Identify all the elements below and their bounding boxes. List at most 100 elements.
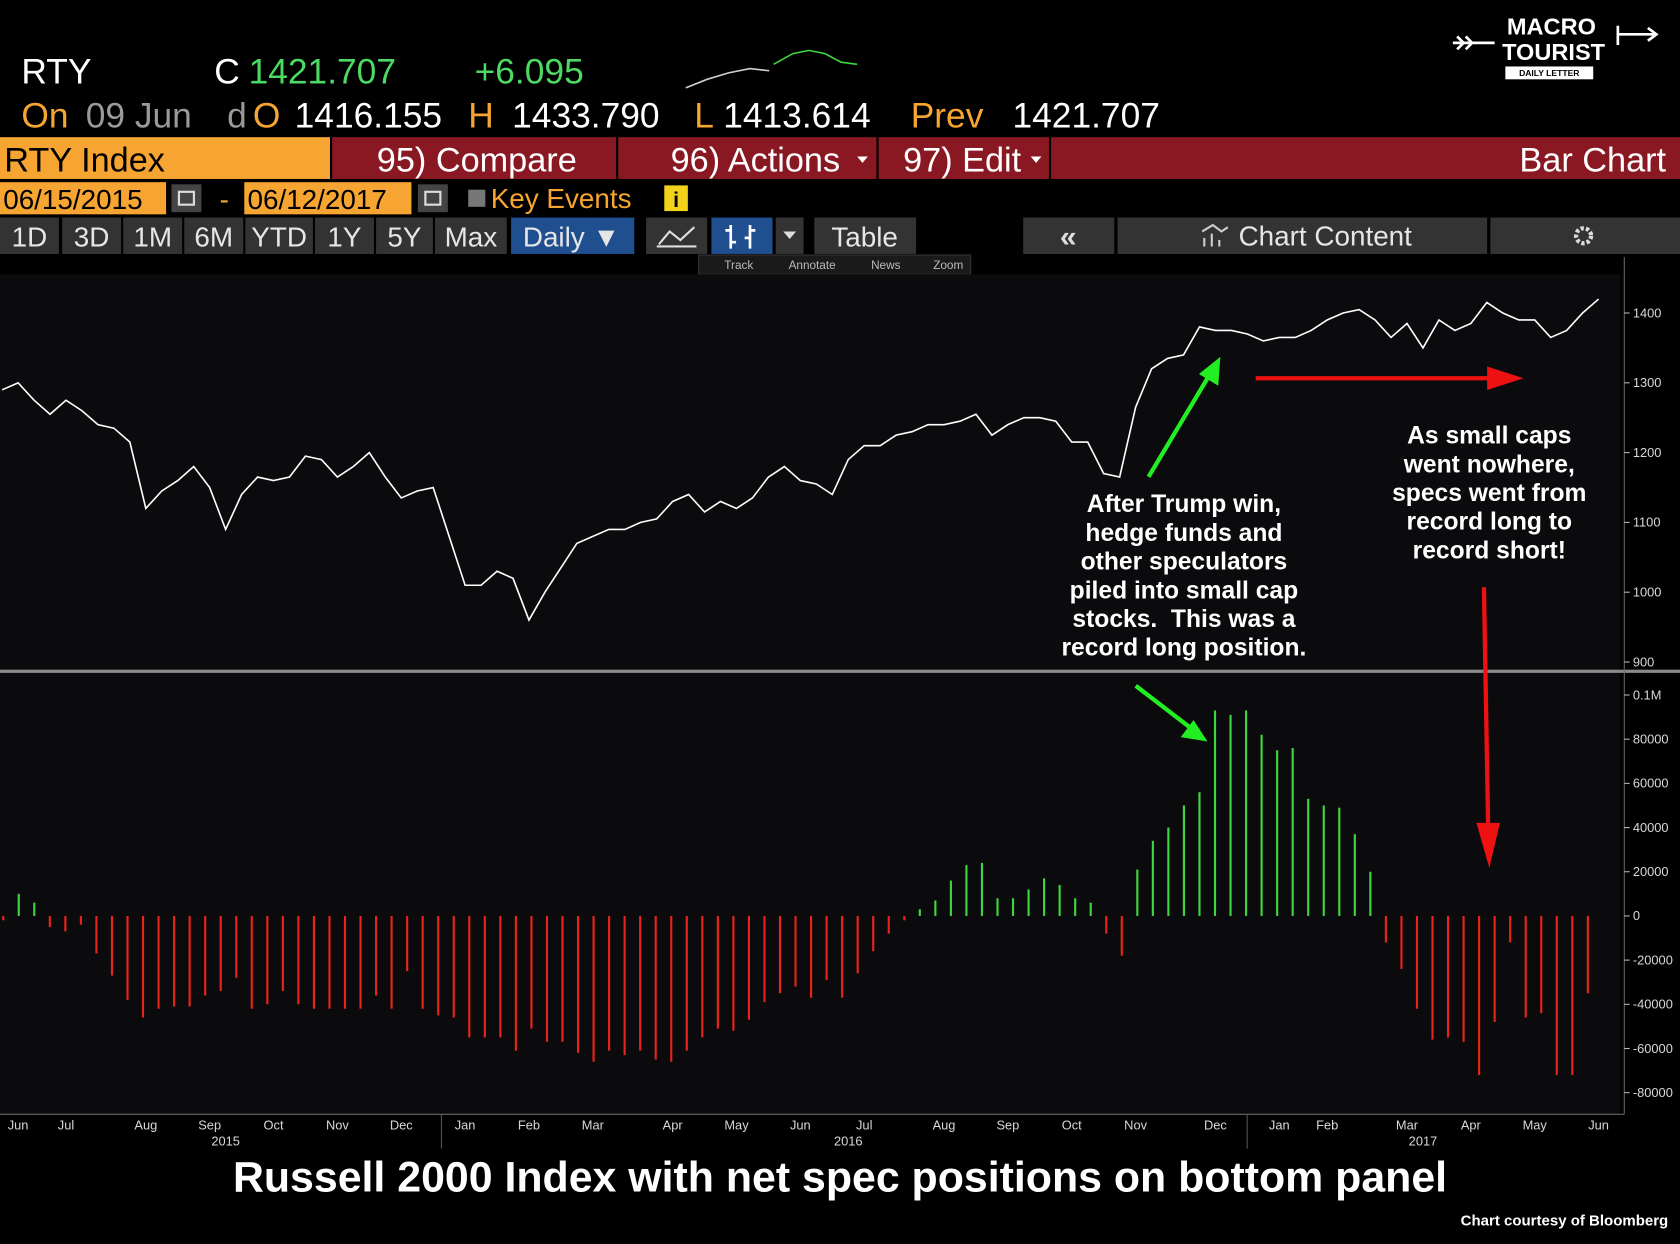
period-label[interactable]: 5Y — [387, 221, 421, 252]
start-date[interactable]: 06/15/2015 — [3, 184, 142, 215]
annotation-line: record short! — [1413, 537, 1566, 564]
period-label[interactable]: 1Y — [327, 221, 361, 252]
position-bar — [235, 915, 238, 978]
key-events[interactable]: Key Events — [491, 183, 632, 214]
frequency-button[interactable] — [511, 217, 635, 254]
bar-button[interactable] — [711, 217, 773, 254]
position-bar — [778, 915, 782, 994]
position-bar — [1213, 710, 1217, 916]
period-tab[interactable] — [62, 217, 122, 254]
annotation-line: record long to — [1407, 509, 1573, 536]
x-tick-label: May — [724, 1117, 749, 1132]
key-events-checkbox[interactable] — [468, 189, 486, 207]
period-label[interactable]: 3D — [74, 221, 110, 252]
period-label[interactable]: YTD — [251, 221, 307, 252]
plots: 900 1000 1100 1200 1300 1400 Jun Jul Aug Sep Oct No… — [1, 298, 1673, 1148]
position-bar — [716, 915, 719, 1029]
sparkline-prior — [685, 67, 770, 89]
settings-button[interactable] — [1490, 217, 1680, 254]
position-bar — [1322, 805, 1325, 916]
frequency[interactable]: Daily ▼ — [523, 221, 620, 252]
table[interactable]: Table — [831, 221, 898, 252]
position-bar — [266, 915, 269, 1005]
position-bar — [685, 915, 688, 1051]
start-date-box[interactable] — [0, 182, 167, 215]
position-bar — [639, 915, 642, 1051]
collapse[interactable]: « — [1060, 220, 1077, 253]
position-bar — [343, 915, 347, 1009]
calendar-button[interactable] — [171, 184, 202, 213]
security-box[interactable] — [0, 137, 330, 179]
period-tab[interactable] — [123, 217, 183, 254]
position-bar — [1586, 915, 1589, 994]
position-bar — [1058, 884, 1061, 916]
menu-item[interactable]: 96) Actions — [671, 141, 841, 179]
y-tick-label: -60000 — [1633, 1041, 1673, 1056]
position-bar — [33, 902, 36, 916]
position-bar — [157, 915, 160, 1009]
position-bar — [141, 915, 145, 1018]
x-tick-label: May — [1523, 1117, 1548, 1132]
menu-item[interactable]: 97) Edit — [903, 141, 1022, 179]
tool[interactable]: News — [871, 259, 901, 272]
period-tab[interactable] — [315, 217, 374, 254]
annotation-line: specs went from — [1392, 480, 1586, 507]
chart-content[interactable]: Chart Content — [1239, 220, 1413, 251]
arrow-head — [1180, 720, 1208, 742]
tool[interactable]: Track — [724, 259, 753, 272]
position-bar — [452, 915, 455, 1018]
table-button[interactable] — [814, 217, 917, 254]
arrow — [1481, 587, 1491, 831]
security[interactable]: RTY Index — [4, 141, 165, 179]
period-label[interactable]: 1M — [133, 221, 172, 252]
chart-content-button[interactable] — [1117, 217, 1488, 254]
position-bar — [514, 915, 517, 1051]
position-bar — [623, 915, 626, 1056]
position-bar — [1509, 915, 1512, 943]
period-tab[interactable] — [245, 217, 313, 254]
period-tab[interactable] — [376, 217, 433, 254]
position-bar — [375, 915, 378, 996]
info[interactable]: i — [673, 188, 679, 212]
position-bar — [1369, 871, 1372, 916]
end-date-box[interactable] — [244, 182, 412, 215]
view[interactable]: Bar Chart — [1519, 141, 1666, 179]
menu-bar — [332, 137, 1680, 179]
calendar-button[interactable] — [417, 184, 448, 213]
tool[interactable]: Annotate — [789, 259, 837, 272]
high-label: H — [468, 97, 494, 136]
arrow — [1134, 684, 1193, 731]
position-bar — [79, 915, 82, 925]
position-bar — [794, 915, 797, 987]
position-bar — [421, 915, 424, 1009]
position-bar — [530, 915, 533, 1029]
end-date[interactable]: 06/12/2017 — [247, 184, 386, 215]
y-tick-label: 900 — [1633, 654, 1654, 669]
period-tab[interactable] — [435, 217, 507, 254]
period-label[interactable]: 6M — [194, 221, 233, 252]
x-tick-label: Jun — [790, 1117, 811, 1132]
position-bar — [872, 915, 875, 952]
info-button[interactable] — [664, 185, 688, 212]
annotation-line: As small caps — [1407, 423, 1571, 450]
tool[interactable]: Zoom — [933, 259, 963, 272]
period-tab[interactable] — [184, 217, 244, 254]
bar-icon — [725, 225, 756, 249]
sparkline-today — [773, 49, 858, 66]
x-tick-label: Apr — [663, 1117, 684, 1132]
position-bar — [1089, 902, 1092, 916]
position-bar — [1229, 714, 1232, 916]
period-label[interactable]: 1D — [12, 221, 48, 252]
position-bar — [1167, 827, 1170, 916]
y-tick-label: 1300 — [1633, 375, 1662, 390]
position-bar — [1353, 834, 1356, 916]
y-tick-label: -20000 — [1633, 952, 1673, 967]
collapse-button[interactable] — [1023, 217, 1115, 254]
menu-item[interactable]: 95) Compare — [377, 141, 577, 179]
position-bar — [841, 915, 844, 998]
period-label[interactable]: Max — [445, 221, 498, 252]
low: 1413.614 — [723, 97, 870, 136]
x-tick-label: Jun — [8, 1117, 29, 1132]
position-bar — [1571, 915, 1574, 1075]
period-tab[interactable] — [0, 217, 59, 254]
